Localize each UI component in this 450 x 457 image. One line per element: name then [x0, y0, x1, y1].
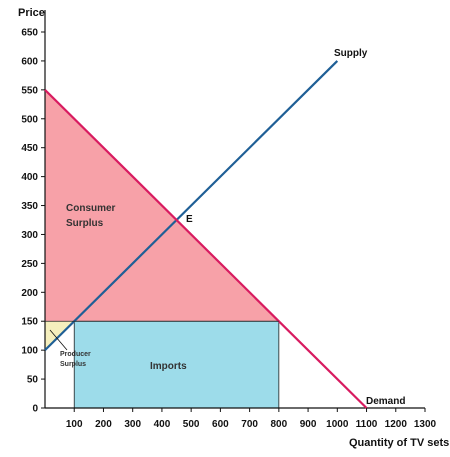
y-tick-label: 650 [21, 28, 38, 39]
y-tick-label: 300 [21, 230, 38, 241]
producer-surplus-label-line-1: Producer [60, 351, 91, 358]
y-tick-label: 600 [21, 56, 38, 67]
y-tick-label: 500 [21, 114, 38, 125]
x-tick-label: 1000 [326, 419, 349, 430]
x-axis-title: Quantity of TV sets [349, 437, 449, 449]
x-tick-label: 200 [95, 419, 112, 430]
y-tick-label: 450 [21, 143, 38, 154]
y-tick-label: 150 [21, 317, 38, 328]
y-axis-title: Price [18, 7, 45, 19]
x-tick-label: 600 [212, 419, 229, 430]
curves [44, 60, 368, 409]
x-tick-label: 900 [300, 419, 317, 430]
x-tick-label: 1200 [385, 419, 408, 430]
x-tick-label: 100 [66, 419, 83, 430]
equilibrium-label: E [186, 214, 193, 225]
x-tick-label: 1300 [414, 419, 437, 430]
y-tick-label: 50 [27, 375, 39, 386]
y-tick-label: 400 [21, 172, 38, 183]
x-tick-label: 400 [154, 419, 171, 430]
imports-label: Imports [150, 361, 187, 372]
x-tick-label: 800 [271, 419, 288, 430]
x-tick-label: 1100 [356, 419, 378, 430]
consumer-surplus-label-line-2: Surplus [66, 218, 104, 229]
x-tick-label: 500 [183, 419, 200, 430]
y-tick-label: 100 [21, 346, 38, 357]
y-tick-label: 250 [21, 259, 38, 270]
x-tick-label: 300 [124, 419, 141, 430]
consumer-surplus-label-line-1: Consumer [66, 203, 116, 214]
y-tick-label: 0 [32, 404, 38, 415]
demand-label: Demand [366, 396, 405, 407]
y-tick-label: 350 [21, 201, 38, 212]
demand-line [44, 89, 368, 409]
y-tick-label: 200 [21, 288, 38, 299]
supply-label: Supply [334, 48, 368, 59]
axes: 0 50 100 150 200 250 300 350 400 450 500 550 600 650 1… [18, 7, 449, 449]
annotations: Supply Demand E Consumer Surplus Producer Surp… [49, 48, 405, 407]
x-tick-label: 700 [241, 419, 258, 430]
producer-surplus-label-line-2: Surplus [60, 361, 86, 368]
producer-surplus-pointer [49, 329, 68, 351]
supply-line [44, 60, 339, 351]
y-tick-label: 550 [21, 85, 38, 96]
